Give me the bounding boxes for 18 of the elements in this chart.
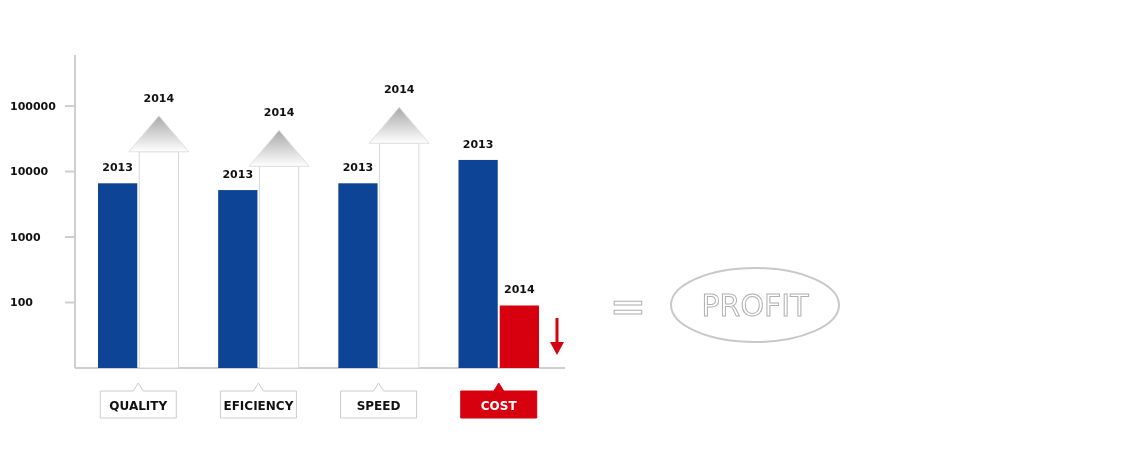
y-tick-label: 1000 — [10, 230, 41, 244]
text: PROFIT — [701, 288, 810, 323]
y-tick-label: 10000 — [10, 165, 49, 179]
x-tick-label: QUALITY — [109, 399, 168, 413]
text: 2014 — [383, 83, 415, 97]
series-label: 2013 — [102, 161, 133, 175]
text: 2013 — [222, 168, 254, 182]
text: 2014 — [263, 106, 295, 120]
y-tick-label: 100000 — [10, 99, 57, 113]
text: 2014 — [143, 91, 175, 105]
text: = — [609, 281, 647, 332]
x-tick-label: SPEED — [356, 399, 401, 413]
y-tick-label: 100 — [10, 296, 34, 310]
x-tick-label: EFICIENCY — [223, 399, 294, 413]
text: 2013 — [342, 161, 374, 175]
series-label: 2014 — [504, 283, 536, 297]
text: 2013 — [462, 137, 494, 151]
x-tick-label: COST — [480, 399, 518, 413]
